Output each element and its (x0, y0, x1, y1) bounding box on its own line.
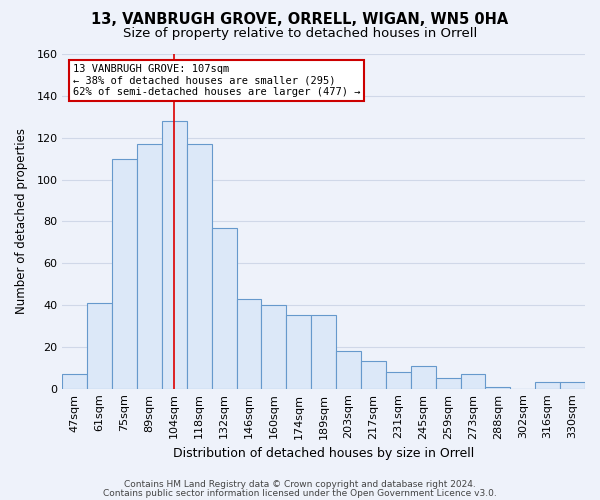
Bar (461, 374, 485, 388)
Y-axis label: Number of detached properties: Number of detached properties (15, 128, 28, 314)
Bar (361, 362, 386, 388)
Bar (112, 158, 137, 388)
Bar (162, 121, 187, 388)
X-axis label: Distribution of detached houses by size in Orrell: Distribution of detached houses by size … (173, 447, 474, 460)
Bar (236, 298, 262, 388)
Bar (137, 144, 162, 388)
Bar (535, 382, 560, 388)
Text: Size of property relative to detached houses in Orrell: Size of property relative to detached ho… (123, 28, 477, 40)
Bar (386, 372, 411, 388)
Bar (411, 366, 436, 388)
Text: 13, VANBRUGH GROVE, ORRELL, WIGAN, WN5 0HA: 13, VANBRUGH GROVE, ORRELL, WIGAN, WN5 0… (91, 12, 509, 28)
Bar (262, 305, 286, 388)
Bar (187, 144, 212, 388)
Bar (311, 316, 336, 388)
Bar (336, 351, 361, 389)
Bar (87, 303, 112, 388)
Bar (560, 382, 585, 388)
Bar (62, 374, 87, 388)
Bar (436, 378, 461, 388)
Text: Contains HM Land Registry data © Crown copyright and database right 2024.: Contains HM Land Registry data © Crown c… (124, 480, 476, 489)
Text: 13 VANBRUGH GROVE: 107sqm
← 38% of detached houses are smaller (295)
62% of semi: 13 VANBRUGH GROVE: 107sqm ← 38% of detac… (73, 64, 360, 97)
Text: Contains public sector information licensed under the Open Government Licence v3: Contains public sector information licen… (103, 489, 497, 498)
Bar (485, 386, 511, 388)
Bar (286, 316, 311, 388)
Bar (212, 228, 236, 388)
